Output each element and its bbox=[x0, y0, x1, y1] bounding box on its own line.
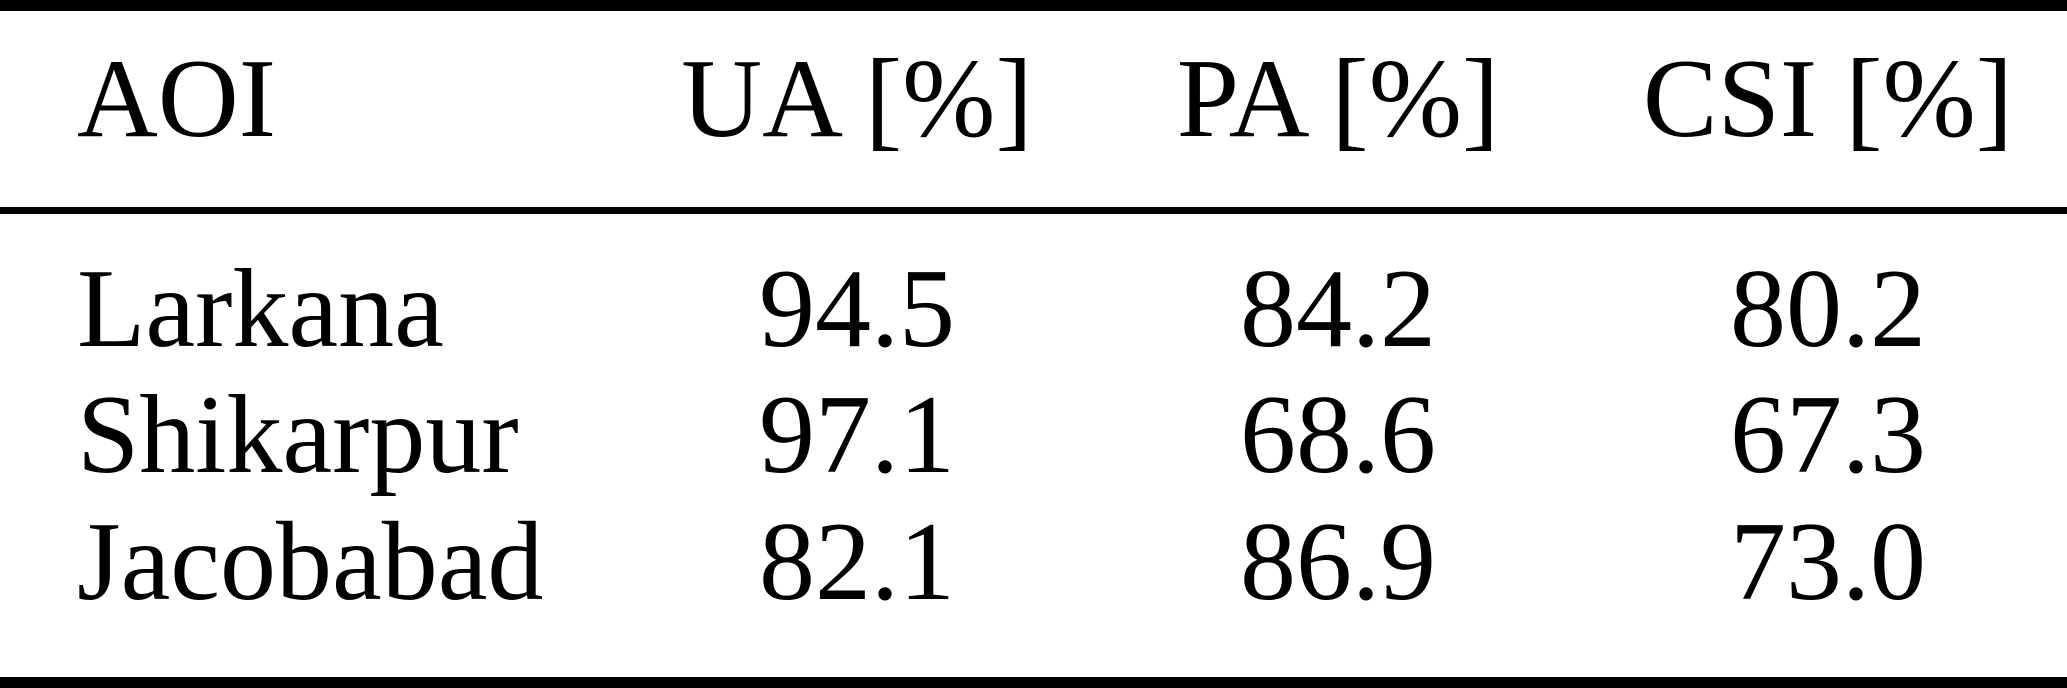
column-header-ua: UA [%] bbox=[681, 37, 1033, 161]
column-header-csi: CSI [%] bbox=[1642, 37, 2014, 161]
column-header-pa: PA [%] bbox=[1176, 37, 1500, 161]
table-bottom-rule bbox=[0, 677, 2067, 688]
table-row-jacobabad-aoi: Jacobabad bbox=[77, 500, 544, 624]
table-row-jacobabad-pa: 86.9 bbox=[1240, 500, 1436, 624]
table-row-shikarpur-csi: 67.3 bbox=[1730, 373, 1926, 497]
table-row-jacobabad-csi: 73.0 bbox=[1730, 500, 1926, 624]
table-top-rule bbox=[0, 0, 2067, 11]
table-header-rule bbox=[0, 207, 2067, 214]
column-header-aoi: AOI bbox=[77, 37, 277, 161]
table-row-larkana-aoi: Larkana bbox=[77, 247, 444, 371]
table-row-shikarpur-ua: 97.1 bbox=[759, 373, 955, 497]
table-row-shikarpur-aoi: Shikarpur bbox=[77, 373, 519, 497]
table-row-shikarpur-pa: 68.6 bbox=[1240, 373, 1436, 497]
table-row-larkana-csi: 80.2 bbox=[1730, 247, 1926, 371]
table-row-jacobabad-ua: 82.1 bbox=[759, 500, 955, 624]
table-row-larkana-ua: 94.5 bbox=[759, 247, 955, 371]
table-row-larkana-pa: 84.2 bbox=[1240, 247, 1436, 371]
